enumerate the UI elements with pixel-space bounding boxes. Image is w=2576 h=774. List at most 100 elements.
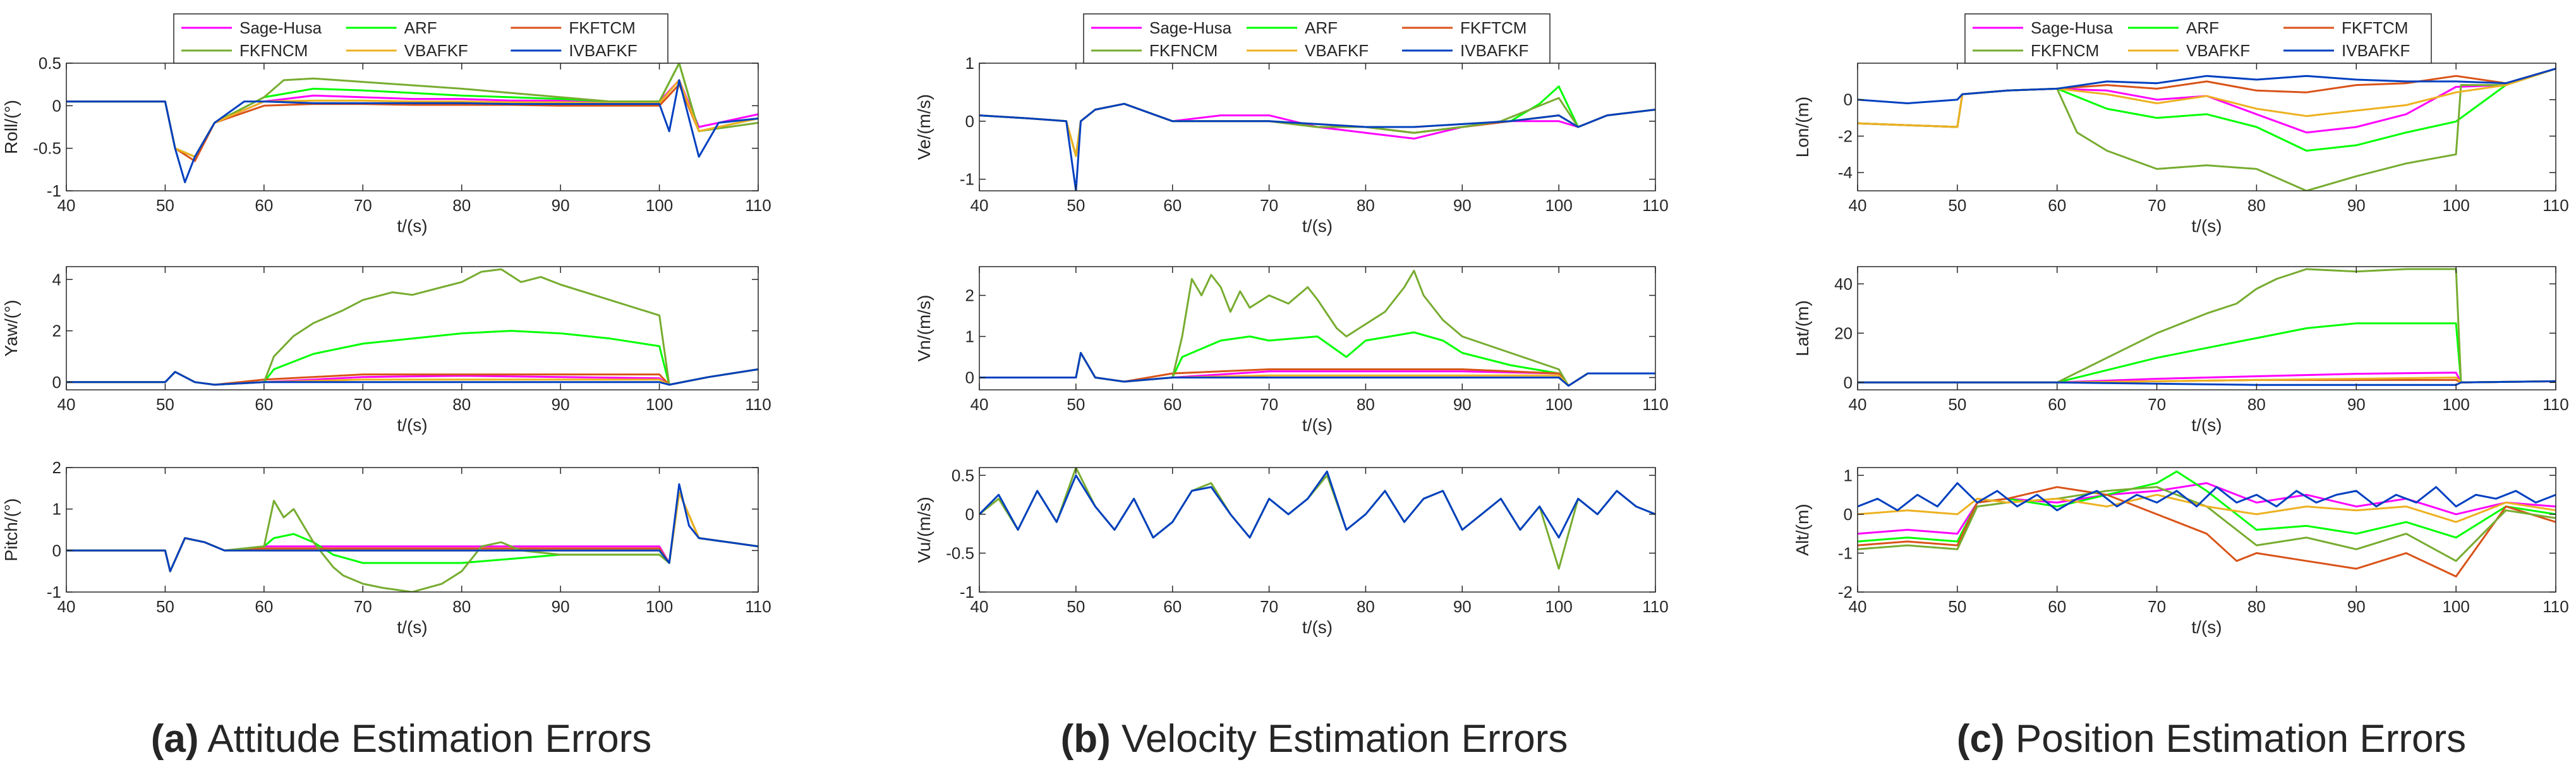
y-tick-label: -1 <box>960 583 974 602</box>
x-tick-label: 40 <box>1849 196 1867 215</box>
y-tick-label: -2 <box>1838 583 1853 602</box>
y-tick-label: 0 <box>965 368 974 387</box>
y-axis-label: Roll/(°) <box>1 100 21 154</box>
x-tick-label: 40 <box>57 395 76 414</box>
x-tick-label: 60 <box>255 395 273 414</box>
plot-area <box>66 267 758 390</box>
plot-area <box>66 468 758 592</box>
series-line-ivbafkf <box>1858 482 2556 512</box>
y-axis-label: Ve/(m/s) <box>914 94 934 160</box>
y-tick-label: 2 <box>52 322 61 341</box>
x-tick-label: 110 <box>2543 395 2568 414</box>
plot-area <box>1858 267 2556 390</box>
series-line-arf <box>1858 322 2556 384</box>
x-tick-label: 40 <box>1849 597 1867 616</box>
y-tick-label: 0.5 <box>39 54 61 73</box>
x-tick-label: 80 <box>1357 395 1375 414</box>
x-axis-label: t/(s) <box>2191 415 2222 435</box>
y-tick-label: -0.5 <box>946 543 974 562</box>
y-tick-label: -1 <box>960 170 974 189</box>
legend-label: Sage-Husa <box>239 18 322 37</box>
legend-a: Sage-Husa ARF FKFTCM FKFNCM VBAFKF IVBAFKF <box>173 13 668 64</box>
x-tick-label: 70 <box>2148 395 2166 414</box>
series-group <box>66 63 758 183</box>
y-axis-label: Pitch/(°) <box>1 499 21 562</box>
series-line-ivbafkf <box>979 470 1655 539</box>
x-tick-label: 70 <box>1260 597 1278 616</box>
x-tick-label: 50 <box>1067 597 1085 616</box>
chart-5: 40 50 60 70 80 90 100 110 0 1 2 t/(s) Vn/(m/s) <box>914 266 1669 435</box>
caption-label: (b) <box>1061 717 1111 761</box>
x-tick-label: 40 <box>971 395 989 414</box>
legend-label: ARF <box>404 18 437 37</box>
y-tick-label: 20 <box>1834 324 1853 342</box>
caption-label: (c) <box>1957 717 2005 761</box>
axes-box <box>979 467 1656 593</box>
x-tick-label: 50 <box>1948 395 1966 414</box>
legend-c: Sage-Husa ARF FKFTCM FKFNCM VBAFKF IVBAFKF <box>1964 13 2432 64</box>
y-axis-label: Lat/(m) <box>1793 300 1812 356</box>
legend-label: FKFTCM <box>1460 18 1527 37</box>
x-tick-label: 60 <box>2048 395 2066 414</box>
caption-text: Attitude Estimation Errors <box>199 717 652 761</box>
x-tick-label: 90 <box>2347 597 2366 616</box>
x-tick-label: 70 <box>1260 196 1278 215</box>
caption-text: Position Estimation Errors <box>2005 717 2466 761</box>
chart-2: 40 50 60 70 80 90 100 110 0 2 4 t/(s) Yaw/(°) <box>1 266 771 435</box>
legend-label: VBAFKF <box>2186 41 2250 60</box>
y-tick-label: 2 <box>965 286 974 305</box>
x-tick-label: 70 <box>354 395 372 414</box>
legend-label: FKFNCM <box>239 41 308 60</box>
series-line-ivbafkf <box>1858 380 2556 386</box>
y-axis-label: Yaw/(°) <box>1 299 21 356</box>
chart-6: 40 50 60 70 80 90 100 110 -1 -0.5 0 0.5 t/(s) Vu/(m/s… <box>914 466 1669 637</box>
legend-label: FKFTCM <box>2342 18 2408 37</box>
y-tick-label: 1 <box>52 500 61 519</box>
y-axis-label: Vn/(m/s) <box>914 295 934 362</box>
x-tick-label: 60 <box>2048 597 2066 616</box>
x-tick-label: 100 <box>1545 196 1572 215</box>
y-axis-label: Alt/(m) <box>1793 504 1812 555</box>
x-tick-label: 90 <box>552 395 570 414</box>
x-tick-label: 80 <box>1357 597 1375 616</box>
legend-label: Sage-Husa <box>1149 18 1232 37</box>
legend-label: Sage-Husa <box>2031 18 2113 37</box>
legend-label: VBAFKF <box>404 41 468 60</box>
x-tick-label: 70 <box>354 597 372 616</box>
y-tick-label: 0 <box>1844 505 1853 524</box>
x-tick-label: 70 <box>2148 196 2166 215</box>
x-axis-label: t/(s) <box>2191 617 2222 637</box>
x-tick-label: 100 <box>646 395 673 414</box>
x-tick-label: 90 <box>1453 597 1472 616</box>
series-line-ivbafkf <box>66 79 758 183</box>
x-axis-label: t/(s) <box>397 216 427 236</box>
series-line-vbafkf <box>66 79 758 158</box>
x-tick-label: 110 <box>2543 597 2568 616</box>
x-tick-label: 80 <box>452 196 471 215</box>
axes-box <box>66 467 759 593</box>
legend-label: ARF <box>1305 18 1338 37</box>
y-axis-label: Lon/(m) <box>1793 97 1812 157</box>
y-tick-label: 0 <box>1844 373 1853 392</box>
series-line-fkfncm <box>979 270 1655 387</box>
x-tick-label: 60 <box>1163 395 1182 414</box>
series-line-ivbafkf <box>979 102 1655 191</box>
y-tick-label: 0 <box>965 505 974 524</box>
x-tick-label: 50 <box>1948 597 1966 616</box>
x-axis-label: t/(s) <box>1302 617 1333 637</box>
x-tick-label: 100 <box>2442 395 2469 414</box>
y-tick-label: -4 <box>1838 163 1853 182</box>
x-tick-label: 100 <box>2442 597 2469 616</box>
caption-c: (c) Position Estimation Errors <box>1957 717 2466 761</box>
x-tick-label: 90 <box>1453 395 1472 414</box>
caption-b: (b) Velocity Estimation Errors <box>1061 717 1568 761</box>
x-tick-label: 100 <box>2442 196 2469 215</box>
x-tick-label: 100 <box>1545 597 1572 616</box>
y-tick-label: 0 <box>965 112 974 131</box>
plot-area <box>1858 63 2556 191</box>
x-axis-label: t/(s) <box>397 617 427 637</box>
x-tick-label: 40 <box>57 597 76 616</box>
x-tick-label: 60 <box>1163 196 1182 215</box>
series-group <box>1858 268 2556 386</box>
x-tick-label: 40 <box>1849 395 1867 414</box>
